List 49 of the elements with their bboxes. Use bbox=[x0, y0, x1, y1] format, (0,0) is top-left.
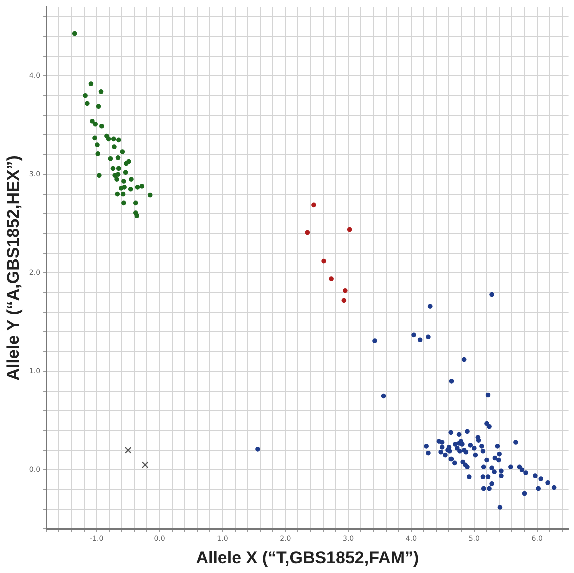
point bbox=[85, 101, 90, 106]
point bbox=[342, 298, 347, 304]
point bbox=[343, 288, 348, 294]
point bbox=[108, 156, 114, 162]
point bbox=[100, 124, 104, 129]
point bbox=[116, 155, 121, 160]
point bbox=[96, 173, 102, 178]
point bbox=[111, 136, 116, 142]
point bbox=[122, 200, 126, 206]
point bbox=[112, 144, 117, 150]
point bbox=[114, 177, 120, 182]
point bbox=[110, 166, 116, 172]
point bbox=[329, 276, 334, 282]
point bbox=[72, 31, 78, 36]
point bbox=[96, 152, 101, 156]
x-axis-title: Allele X (“T,GBS1852,FAM”) bbox=[196, 548, 420, 568]
point bbox=[128, 187, 134, 192]
point bbox=[322, 258, 326, 264]
point bbox=[148, 192, 153, 198]
point bbox=[120, 150, 126, 154]
point bbox=[129, 177, 134, 182]
point bbox=[116, 172, 121, 178]
point bbox=[122, 179, 126, 184]
point bbox=[134, 214, 140, 218]
point bbox=[96, 104, 102, 110]
point bbox=[123, 170, 128, 176]
point bbox=[93, 122, 98, 127]
point bbox=[95, 142, 100, 148]
point bbox=[116, 166, 122, 172]
point bbox=[90, 119, 95, 124]
point bbox=[120, 192, 126, 197]
point bbox=[115, 192, 120, 197]
point bbox=[347, 227, 352, 232]
point bbox=[98, 90, 104, 94]
point bbox=[135, 185, 140, 190]
point bbox=[126, 159, 132, 164]
point bbox=[92, 136, 98, 141]
point bbox=[133, 200, 138, 206]
point bbox=[140, 184, 145, 189]
point bbox=[142, 462, 149, 469]
point bbox=[305, 230, 310, 236]
point bbox=[119, 186, 124, 191]
y-axis-title: Allele Y (“A,GBS1852,HEX”) bbox=[4, 156, 23, 381]
point bbox=[116, 138, 122, 143]
point bbox=[88, 82, 94, 86]
point bbox=[106, 136, 112, 142]
point bbox=[83, 93, 88, 98]
point bbox=[124, 446, 132, 454]
point bbox=[312, 202, 316, 208]
